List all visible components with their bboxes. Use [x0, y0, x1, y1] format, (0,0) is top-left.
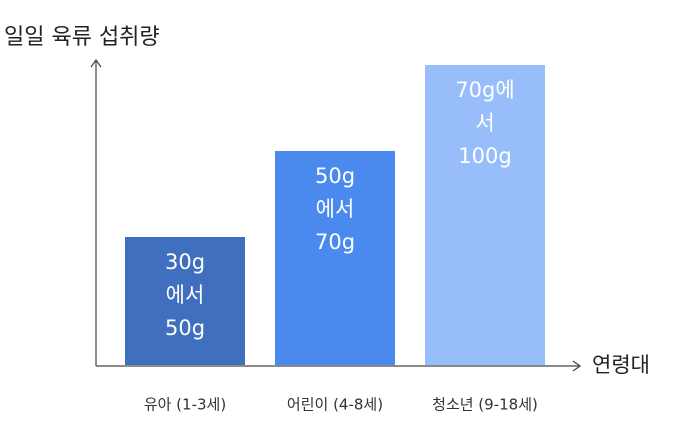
category-label: 유아 (1-3세) [144, 396, 226, 414]
bar-label: 에서 [166, 283, 205, 307]
category-label: 어린이 (4-8세) [287, 396, 383, 414]
bar-label: 100g [458, 144, 511, 168]
chart-title: 일일 육류 섭취량 [4, 25, 160, 50]
bar [275, 151, 395, 365]
bar-label: 70g에 [455, 78, 514, 102]
bar-label: 50g [165, 316, 205, 340]
x-axis-label: 연령대 [592, 353, 650, 377]
bar-label: 에서 [316, 197, 355, 221]
bar-label: 30g [165, 250, 205, 274]
bar [125, 237, 245, 365]
bar-label: 70g [315, 230, 355, 254]
y-axis-arrow [90, 58, 102, 68]
bar-label: 50g [315, 164, 355, 188]
bar [425, 65, 545, 365]
category-label: 청소년 (9-18세) [432, 396, 538, 414]
bar-label: 서 [475, 111, 494, 135]
x-axis-arrow [572, 360, 582, 372]
